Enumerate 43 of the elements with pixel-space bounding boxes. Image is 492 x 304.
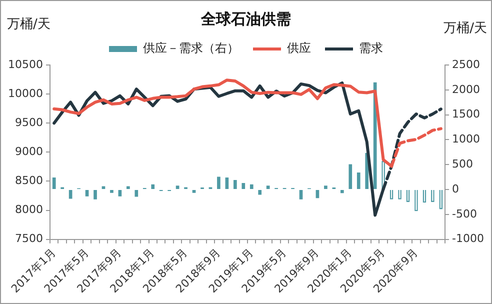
bar (234, 180, 237, 190)
bar (118, 190, 122, 196)
bar (126, 186, 130, 190)
bar (340, 190, 344, 194)
bar (242, 182, 246, 190)
y2-tick-label: 2000 (452, 82, 480, 96)
bar (52, 177, 56, 190)
bar (316, 190, 320, 198)
y-tick-label: 8000 (14, 203, 43, 216)
chart-title: 全球石油供需 (200, 10, 291, 28)
y2-tick-label: -500 (452, 207, 478, 220)
y2-tick-label: 0 (452, 182, 460, 196)
bar (176, 186, 180, 190)
bar (110, 190, 114, 193)
bar (134, 190, 138, 197)
bar (250, 184, 254, 190)
bar (151, 184, 155, 190)
bar (258, 190, 262, 195)
bar (217, 176, 220, 190)
legend-label: 供应－需求（右） (143, 41, 239, 56)
y-tick-label: 10500 (8, 58, 43, 71)
y2-tick-label: 1000 (452, 132, 480, 146)
bar (94, 190, 97, 200)
bar (348, 164, 352, 190)
legend-label: 需求 (359, 41, 383, 56)
y2-tick-label: 1500 (452, 108, 480, 121)
y-tick-label: 10000 (8, 86, 43, 100)
y2-tick-label: 500 (452, 157, 474, 170)
y-tick-label: 8500 (14, 174, 43, 188)
bar (192, 190, 196, 193)
legend-label: 供应 (287, 41, 311, 56)
y-tick-label: 9500 (14, 116, 43, 129)
y2-tick-label: -1000 (452, 232, 484, 246)
y-axis-title: 万桶/天 (7, 16, 50, 32)
bar (356, 172, 360, 190)
bar (266, 186, 270, 190)
y2-tick-label: 2500 (452, 58, 480, 71)
bar (299, 190, 303, 200)
bar (85, 190, 89, 196)
y-tick-label: 9000 (14, 145, 43, 158)
y2-axis-title: 万桶/天 (444, 20, 487, 36)
y-tick-label: 7500 (14, 232, 43, 246)
bar (324, 186, 328, 190)
